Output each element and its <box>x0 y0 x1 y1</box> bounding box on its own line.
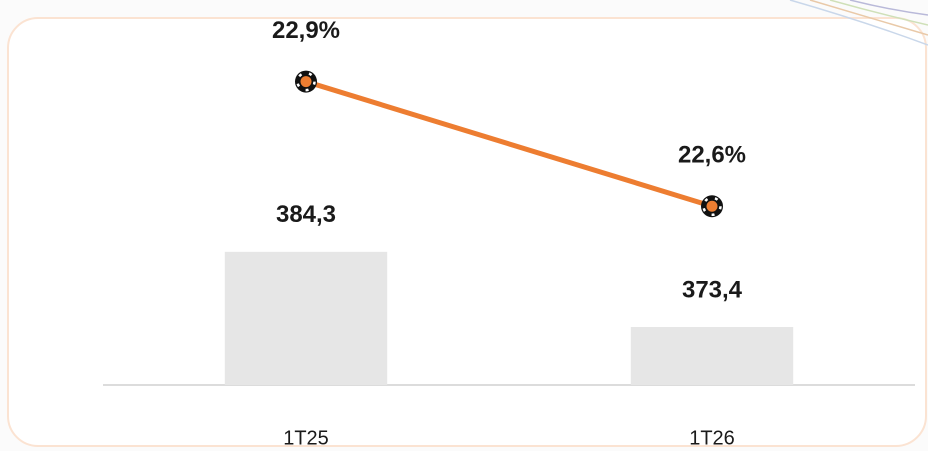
x-tick-label: 1T26 <box>689 427 735 449</box>
line <box>305 79 713 209</box>
decoration <box>789 0 928 46</box>
marker-core <box>300 76 312 88</box>
data-label: 22,9% <box>272 17 340 44</box>
line-marker <box>295 70 317 93</box>
bar <box>224 251 388 385</box>
data-label: 384,3 <box>276 201 336 228</box>
line-marker <box>701 195 723 218</box>
marker-spokes <box>702 196 722 217</box>
x-tick-label: 1T25 <box>283 427 329 449</box>
marker-spokes <box>296 71 316 92</box>
data-label: 22,6% <box>678 142 746 169</box>
bar <box>630 327 794 385</box>
data-label: 373,4 <box>682 276 743 303</box>
marker-core <box>706 200 718 212</box>
